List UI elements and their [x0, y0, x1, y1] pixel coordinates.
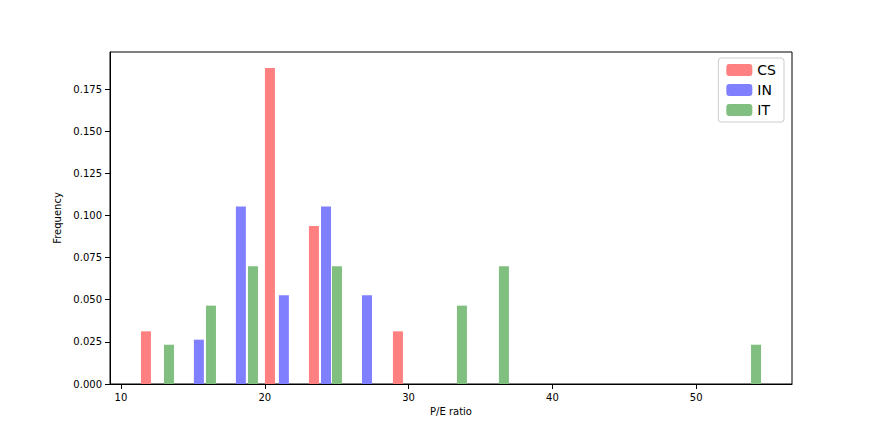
svg-text:P/E ratio: P/E ratio [430, 406, 472, 417]
svg-text:0.075: 0.075 [73, 252, 102, 263]
svg-text:30: 30 [402, 392, 415, 403]
svg-text:0.175: 0.175 [73, 84, 102, 95]
svg-text:Frequency: Frequency [52, 192, 63, 244]
svg-text:10: 10 [115, 392, 128, 403]
svg-text:IT: IT [757, 102, 770, 118]
svg-text:0.150: 0.150 [73, 126, 102, 137]
svg-text:CS: CS [757, 62, 776, 78]
svg-text:0.000: 0.000 [73, 379, 102, 390]
svg-text:50: 50 [690, 392, 703, 403]
svg-text:IN: IN [757, 82, 772, 98]
svg-text:0.100: 0.100 [73, 210, 102, 221]
svg-text:0.050: 0.050 [73, 294, 102, 305]
svg-text:0.025: 0.025 [73, 336, 102, 347]
svg-text:40: 40 [546, 392, 559, 403]
svg-text:20: 20 [258, 392, 271, 403]
svg-text:0.125: 0.125 [73, 168, 102, 179]
